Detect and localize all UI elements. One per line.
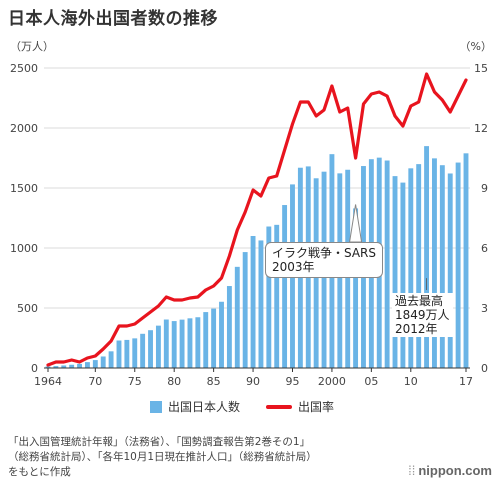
line-path bbox=[46, 72, 468, 367]
y-right-tick-label: 15 bbox=[474, 62, 488, 75]
bar bbox=[179, 319, 185, 368]
y-left-tick-label: 1000 bbox=[10, 242, 38, 255]
y-right-tick-label: 9 bbox=[481, 182, 488, 195]
bar bbox=[108, 351, 114, 368]
bar bbox=[187, 318, 193, 368]
right-axis-unit: （%） bbox=[459, 40, 492, 53]
bar bbox=[258, 240, 264, 368]
bar bbox=[211, 308, 217, 368]
bar bbox=[53, 366, 59, 368]
brand-text: nippon.com bbox=[418, 463, 492, 478]
bar bbox=[408, 168, 414, 368]
x-tick-label: 70 bbox=[88, 375, 102, 388]
bar bbox=[242, 252, 248, 368]
bar bbox=[274, 224, 280, 368]
bar bbox=[132, 338, 138, 368]
y-right-tick-label: 0 bbox=[481, 362, 488, 375]
bar bbox=[140, 333, 146, 368]
x-tick-label: 75 bbox=[128, 375, 142, 388]
annotation-iraq-line1: イラク戦争・SARS bbox=[272, 246, 377, 260]
x-tick-label: 90 bbox=[246, 375, 260, 388]
x-tick-label: 85 bbox=[207, 375, 221, 388]
bar bbox=[219, 301, 224, 368]
bar bbox=[439, 165, 445, 368]
y-left-tick-label: 2500 bbox=[10, 62, 38, 75]
bar bbox=[92, 360, 98, 368]
bar bbox=[195, 317, 201, 368]
brand-dots-icon: ⁞⁞ bbox=[408, 463, 416, 478]
bar bbox=[155, 325, 161, 368]
legend-bar-label: 出国日本人数 bbox=[168, 400, 241, 414]
left-axis-unit: （万人） bbox=[10, 40, 54, 53]
bar bbox=[455, 162, 461, 368]
bar bbox=[353, 208, 359, 368]
annotation-iraq-war-sars: イラク戦争・SARS 2003年 bbox=[265, 242, 384, 278]
bar bbox=[77, 363, 82, 368]
bar bbox=[400, 182, 406, 368]
annotation-peak-line1: 過去最高 bbox=[395, 294, 444, 308]
bar bbox=[392, 176, 398, 368]
legend-line-swatch bbox=[266, 404, 293, 409]
legend-line-label: 出国率 bbox=[298, 400, 335, 414]
bar bbox=[84, 362, 90, 368]
callout-pointer-iraq bbox=[348, 204, 363, 243]
bar bbox=[282, 205, 288, 368]
bar bbox=[148, 330, 153, 368]
source-line-2: （総務省統計局）、「各年10月1日現在推計人口」（総務省統計局） bbox=[8, 451, 317, 463]
bar bbox=[171, 321, 177, 368]
bar bbox=[203, 312, 209, 368]
bar bbox=[266, 226, 272, 368]
bar bbox=[124, 339, 130, 368]
annotation-iraq-line2: 2003年 bbox=[272, 260, 315, 274]
axes: 0 500 1000 1500 2000 2500 0 3 6 9 12 15 1964 70 75 80 85… bbox=[10, 62, 488, 388]
chart-title: 日本人海外出国者数の推移 bbox=[8, 9, 218, 29]
y-right-tick-label: 6 bbox=[481, 242, 488, 255]
x-tick-label: 17 bbox=[459, 375, 473, 388]
annotation-record-high: 過去最高 1849万人 2012年 bbox=[392, 293, 453, 337]
bar bbox=[69, 364, 75, 368]
bar bbox=[116, 340, 122, 368]
annotation-peak-line3: 2012年 bbox=[395, 322, 438, 336]
y-right-tick-label: 3 bbox=[481, 302, 488, 315]
source-line-1: 「出入国管理統計年報」（法務省）、「国勢調査報告第2巻その1」 bbox=[8, 436, 311, 448]
bar bbox=[463, 153, 469, 368]
bar bbox=[424, 146, 430, 368]
bar bbox=[416, 164, 422, 368]
y-left-tick-label: 2000 bbox=[10, 122, 38, 135]
bar bbox=[61, 365, 67, 368]
annotation-peak-line2: 1849万人 bbox=[395, 308, 450, 322]
gridlines bbox=[44, 67, 470, 309]
source-note: 「出入国管理統計年報」（法務省）、「国勢調査報告第2巻その1」 （総務省統計局）… bbox=[8, 435, 317, 480]
bar bbox=[163, 319, 169, 368]
x-tick-label: 95 bbox=[285, 375, 299, 388]
bar bbox=[234, 266, 240, 368]
legend: 出国日本人数 出国率 bbox=[150, 398, 334, 415]
line-series bbox=[46, 72, 468, 367]
y-left-tick-label: 500 bbox=[17, 302, 38, 315]
y-left-tick-label: 0 bbox=[31, 362, 38, 375]
bar bbox=[45, 366, 51, 368]
brand-logo[interactable]: ⁞⁞ nippon.com bbox=[408, 463, 492, 478]
bar bbox=[384, 160, 390, 368]
bar bbox=[447, 173, 453, 368]
y-left-tick-label: 1500 bbox=[10, 182, 38, 195]
x-tick-label: 80 bbox=[167, 375, 181, 388]
bar bbox=[100, 356, 106, 368]
legend-bar-swatch bbox=[150, 400, 162, 413]
bar bbox=[226, 286, 232, 368]
x-tick-label: 2000 bbox=[318, 375, 346, 388]
x-tick-label: 1964 bbox=[34, 375, 62, 388]
source-line-3: をもとに作成 bbox=[8, 466, 71, 478]
y-right-tick-label: 12 bbox=[474, 122, 488, 135]
x-tick-label: 10 bbox=[404, 375, 418, 388]
bar bbox=[432, 158, 437, 368]
x-tick-label: 05 bbox=[364, 375, 378, 388]
bar bbox=[250, 236, 256, 368]
